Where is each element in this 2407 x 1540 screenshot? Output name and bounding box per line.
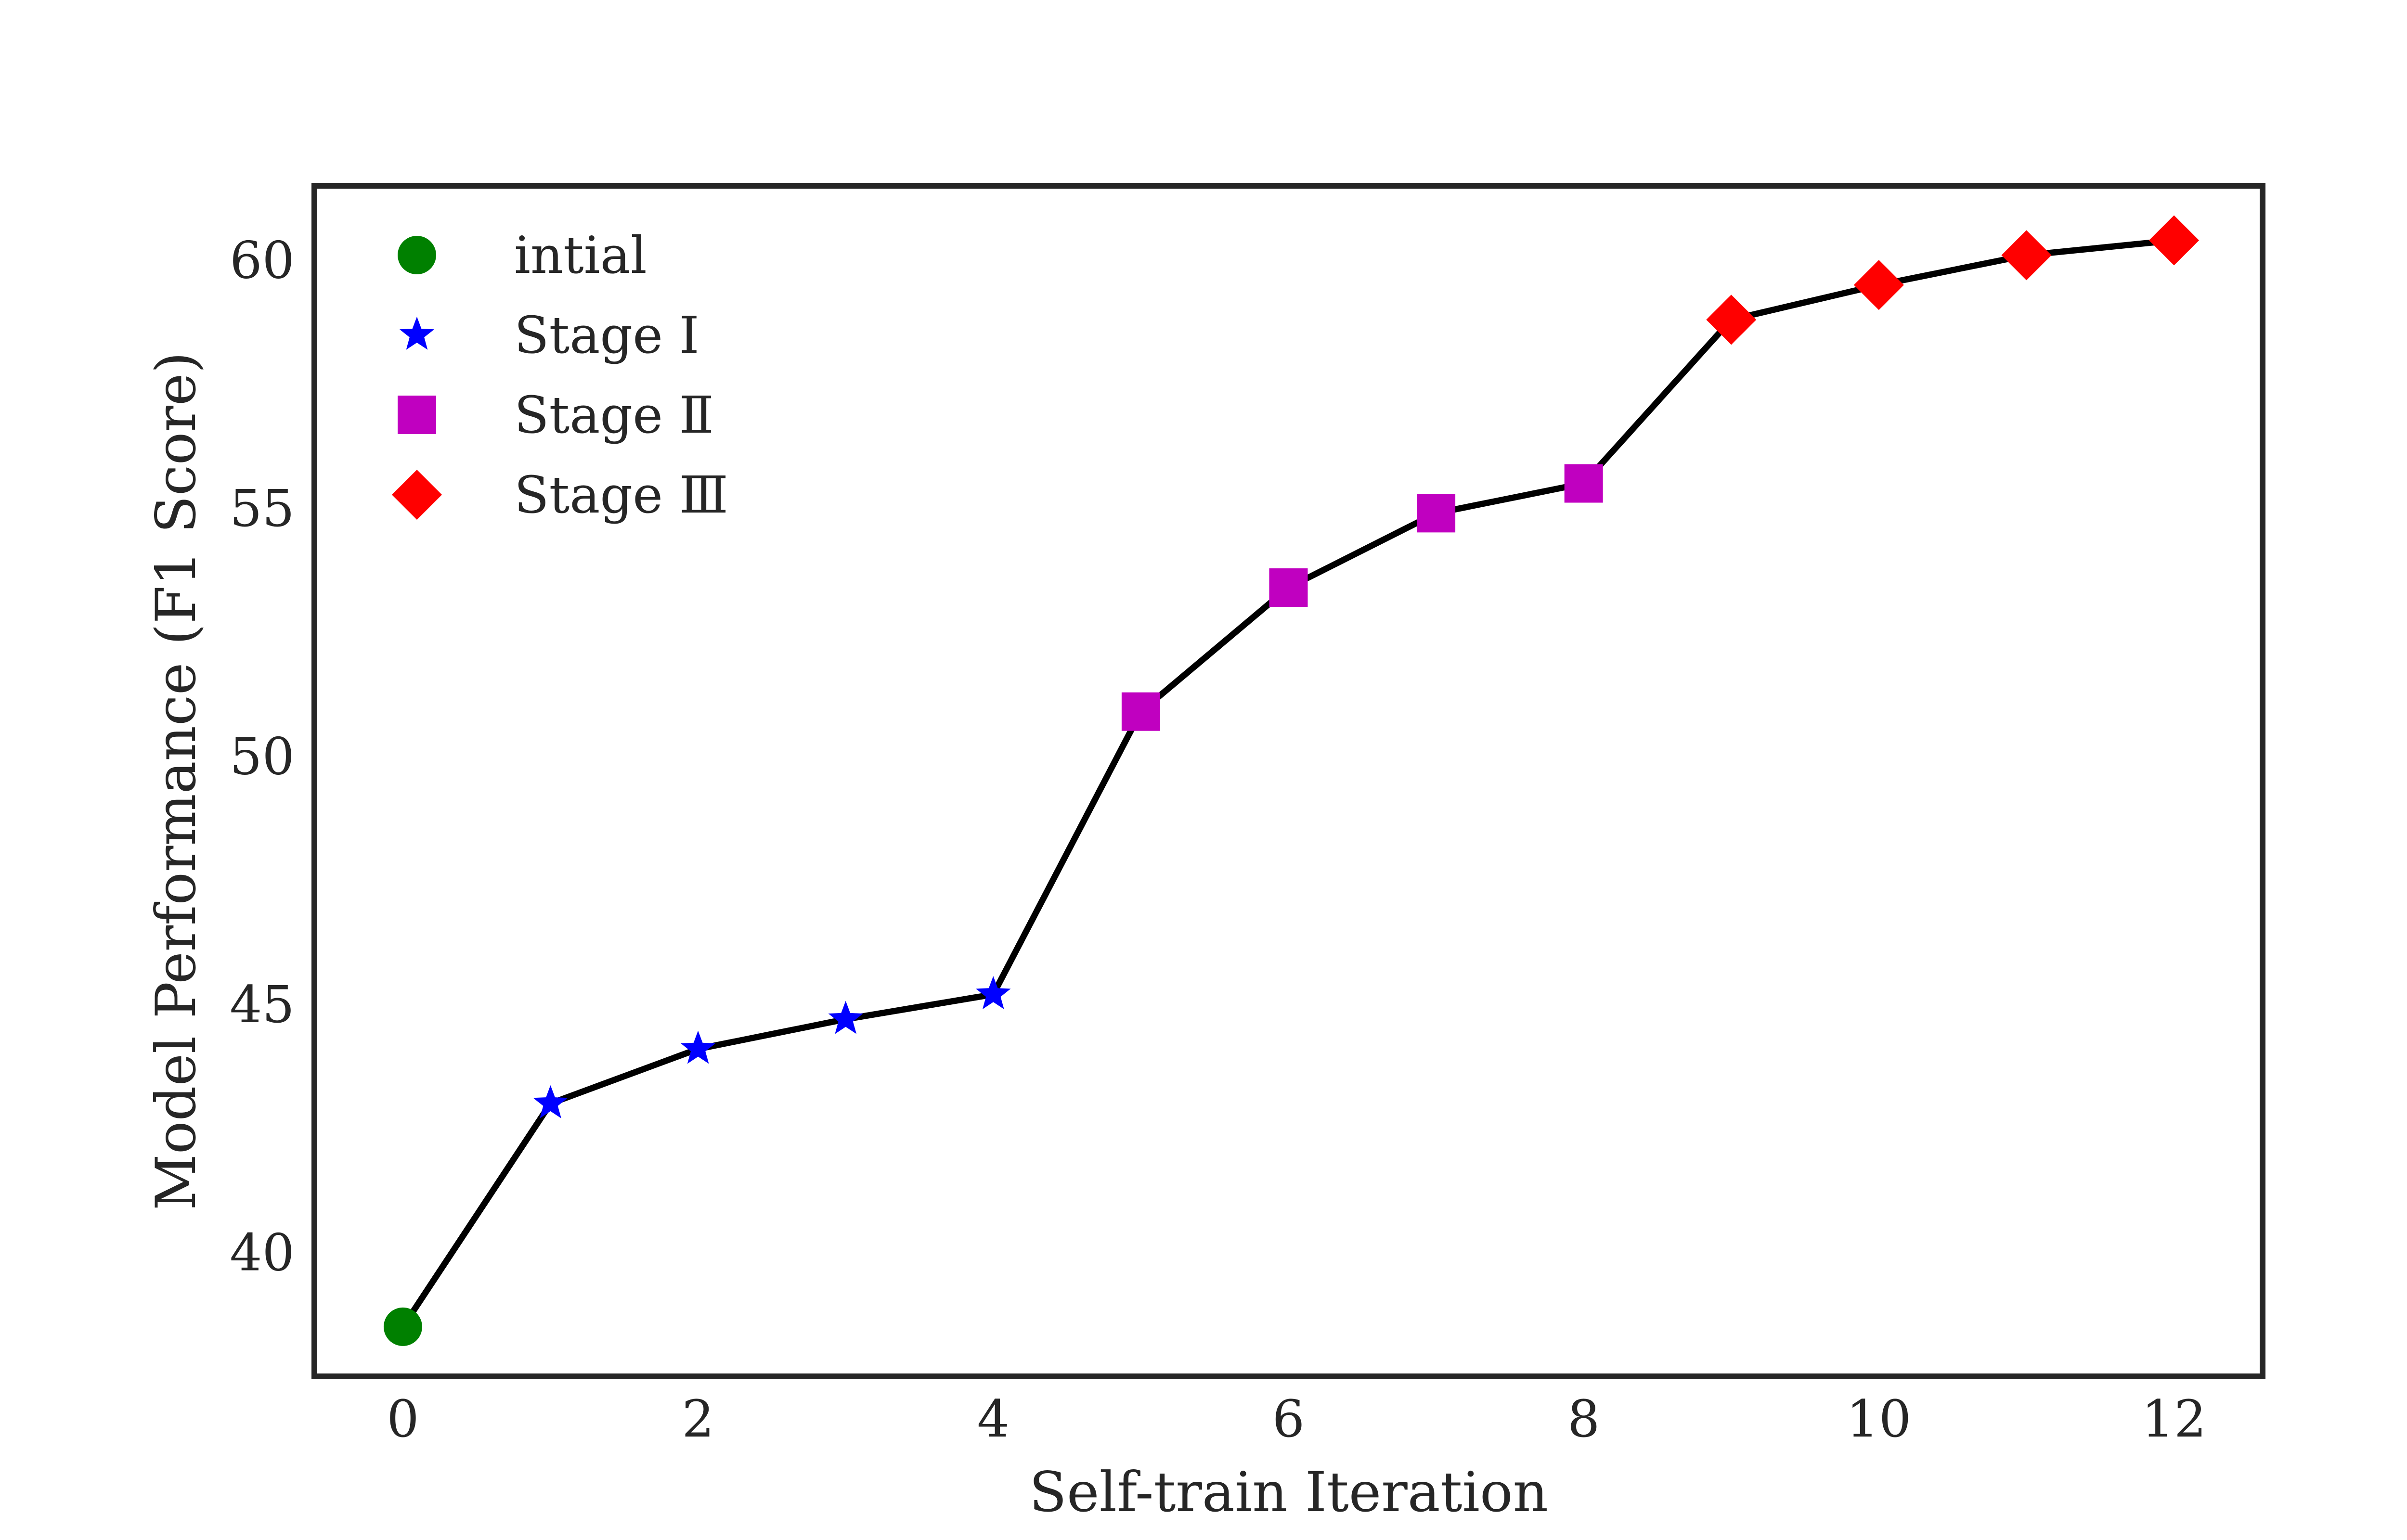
legend-label: Stage Ⅲ (514, 465, 728, 525)
y-tick-label: 60 (230, 231, 295, 290)
data-point-square-7 (1417, 494, 1456, 533)
data-point-diamond-12 (2149, 215, 2200, 266)
y-tick-label: 50 (230, 727, 295, 786)
legend: intial Stage Ⅰ Stage Ⅱ Stage Ⅲ (392, 226, 728, 525)
y-tick-label: 40 (230, 1223, 295, 1282)
data-point-diamond-9 (1706, 295, 1757, 345)
data-point-square-8 (1564, 464, 1603, 503)
data-point-star-1 (533, 1085, 568, 1118)
data-point-diamond-10 (1853, 260, 1904, 310)
legend-label: Stage Ⅱ (514, 385, 714, 445)
x-tick-label: 12 (2142, 1389, 2207, 1449)
y-tick-label: 55 (230, 479, 295, 538)
legend-marker-star (399, 317, 435, 350)
data-point-circle-0 (383, 1307, 422, 1346)
x-tick-label: 6 (1272, 1389, 1305, 1449)
plot-area (383, 215, 2200, 1346)
x-tick-label: 10 (1846, 1389, 1911, 1449)
y-axis-title: Model Performance (F1 Score) (144, 352, 208, 1210)
data-point-star-2 (681, 1030, 716, 1064)
data-point-square-5 (1121, 692, 1160, 731)
legend-label: intial (514, 226, 647, 285)
legend-marker-diamond (392, 470, 442, 520)
x-tick-label: 8 (1567, 1389, 1600, 1449)
y-tick-label: 45 (230, 975, 295, 1034)
y-axis-ticks: 40 45 50 55 60 (230, 231, 295, 1283)
x-tick-label: 2 (682, 1389, 714, 1449)
x-tick-label: 4 (977, 1389, 1009, 1449)
data-point-square-6 (1269, 568, 1308, 607)
legend-marker-square (398, 396, 436, 434)
x-tick-label: 0 (387, 1389, 419, 1449)
legend-marker-circle (398, 236, 436, 274)
data-point-star-3 (828, 1001, 863, 1034)
data-point-star-4 (976, 976, 1011, 1009)
x-axis-ticks: 0 2 4 6 8 10 12 (387, 1389, 2206, 1449)
legend-label: Stage Ⅰ (514, 306, 699, 365)
axes-frame (311, 183, 2265, 1379)
data-point-diamond-11 (2001, 230, 2052, 281)
x-axis-title: Self-train Iteration (1029, 1460, 1548, 1524)
